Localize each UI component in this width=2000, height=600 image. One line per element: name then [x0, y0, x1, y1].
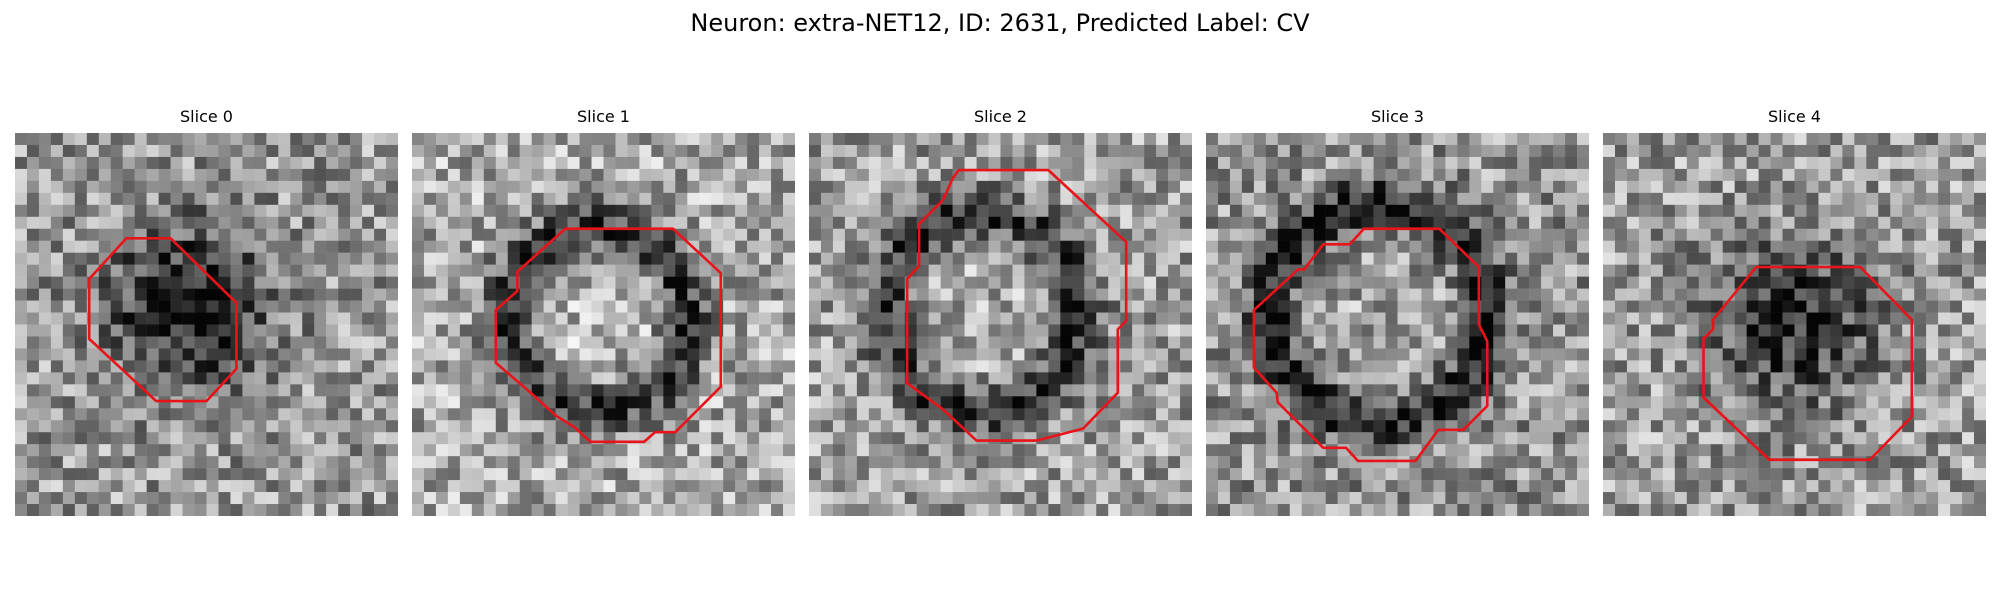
- roi-contour: [1252, 227, 1489, 463]
- slice-title: Slice 1: [577, 107, 630, 126]
- slice-image: [809, 133, 1192, 516]
- slice-title: Slice 4: [1768, 107, 1821, 126]
- slice-title: Slice 3: [1371, 107, 1424, 126]
- slice-title: Slice 0: [180, 107, 233, 126]
- slice-image: [1206, 133, 1589, 516]
- slice-image: [412, 133, 795, 516]
- figure-title: Neuron: extra-NET12, ID: 2631, Predicted…: [690, 9, 1310, 37]
- roi-contour: [494, 227, 723, 444]
- slice-image: [15, 133, 398, 516]
- pixel-grid: [15, 133, 398, 516]
- slice-image: [1603, 133, 1986, 516]
- slice-title: Slice 2: [974, 107, 1027, 126]
- pixel-grid: [412, 133, 795, 516]
- pixel-grid: [1206, 133, 1589, 516]
- roi-contour: [1702, 265, 1914, 462]
- roi-contour: [905, 168, 1128, 442]
- roi-contour: [87, 237, 238, 403]
- pixel-grid: [809, 133, 1192, 516]
- pixel-grid: [1603, 133, 1986, 516]
